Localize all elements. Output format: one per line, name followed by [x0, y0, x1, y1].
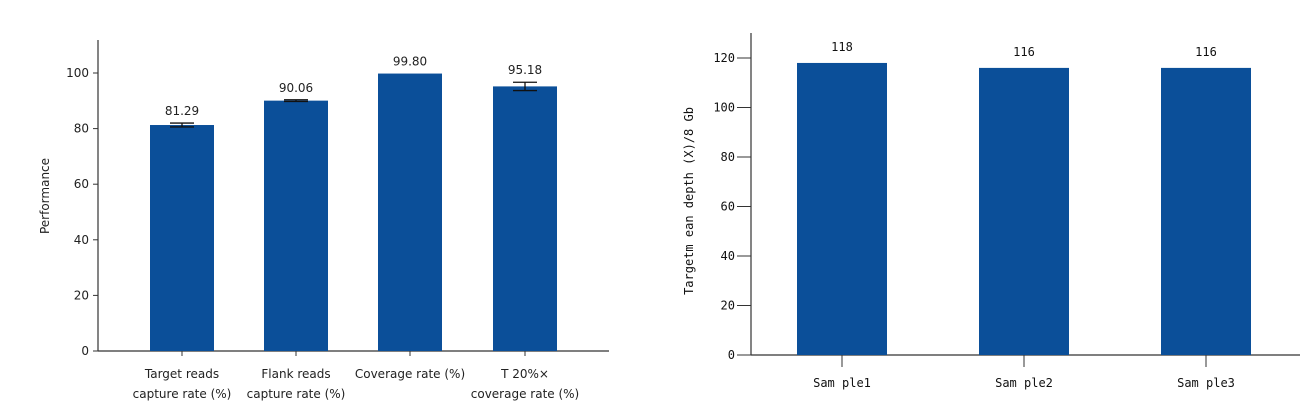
- chart1-x-tick-label: Coverage rate (%): [355, 367, 465, 381]
- chart1-x-tick-label: capture rate (%): [133, 387, 232, 401]
- chart1-x-tick-label: Target reads: [144, 367, 219, 381]
- chart1-y-tick-label: 100: [66, 66, 89, 80]
- chart2-data-label: 116: [1195, 45, 1217, 59]
- chart1-bar: [150, 125, 214, 352]
- chart1-bar: [378, 73, 442, 351]
- chart2-y-tick-label: 120: [713, 51, 735, 65]
- chart2-y-tick-label: 0: [728, 348, 735, 362]
- chart2-data-label: 116: [1013, 45, 1035, 59]
- chart1-bar: [493, 86, 557, 351]
- chart2-bar: [1161, 67, 1251, 356]
- chart1-x-tick-label: Flank reads: [261, 367, 330, 381]
- chart1-data-label: 90.06: [279, 81, 313, 95]
- chart1-y-axis-label: Performance: [38, 158, 52, 234]
- performance-chart: Performance 0 20 40 60 80 100 81.29 Target read…: [38, 40, 609, 401]
- chart2-y-tick-label: 80: [721, 150, 735, 164]
- chart1-x-tick-label: coverage rate (%): [471, 387, 579, 401]
- chart2-y-tick-label: 40: [721, 249, 735, 263]
- chart1-data-label: 99.80: [393, 55, 427, 69]
- chart2-x-tick-label: Sam ple3: [1177, 376, 1235, 390]
- chart1-x-tick-label: capture rate (%): [247, 387, 346, 401]
- chart2-y-tick-label: 20: [721, 299, 735, 313]
- chart1-x-tick-label: T 20%×: [500, 367, 549, 381]
- chart2-bar: [979, 67, 1069, 356]
- chart1-bar: [264, 100, 328, 351]
- chart2-y-tick-label: 60: [721, 200, 735, 214]
- chart1-data-label: 95.18: [508, 63, 542, 77]
- chart1-y-tick-label: 80: [74, 122, 89, 136]
- chart1-y-tick-label: 60: [74, 177, 89, 191]
- chart2-y-tick-label: 100: [713, 101, 735, 115]
- chart1-data-label: 81.29: [165, 104, 199, 118]
- chart2-x-tick-label: Sam ple2: [995, 376, 1053, 390]
- chart2-x-tick-label: Sam ple1: [813, 376, 871, 390]
- chart1-y-tick-label: 40: [74, 233, 89, 247]
- chart1-y-tick-label: 0: [81, 344, 89, 358]
- chart1-y-tick-label: 20: [74, 288, 89, 302]
- chart2-bar: [797, 62, 887, 355]
- target-depth-chart: Targetm ean depth (X)/8 Gb 0 20 40 60 80 100 1…: [682, 33, 1300, 390]
- chart2-data-label: 118: [831, 40, 853, 54]
- chart2-y-axis-label: Targetm ean depth (X)/8 Gb: [682, 107, 696, 295]
